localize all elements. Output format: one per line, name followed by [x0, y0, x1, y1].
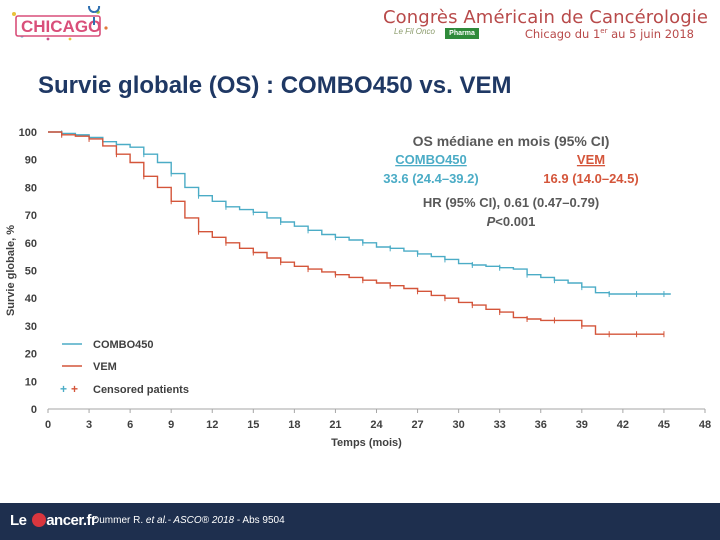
legend-censor-vem-icon: + [71, 382, 78, 396]
x-tick-label: 18 [288, 419, 300, 431]
chicago-logo: CHICAGO [8, 1, 110, 42]
y-tick-label: 60 [25, 238, 37, 250]
ref-authors: Dummer R. [92, 515, 146, 526]
footer-reference: Dummer R. et al.- ASCO® 2018 - Abs 9504 [92, 515, 285, 526]
chart-annotations: OS médiane en mois (95% CI) COMBO450 33.6 … [383, 133, 638, 229]
x-tick-label: 27 [411, 419, 423, 431]
legend-label-combo450: COMBO450 [93, 339, 154, 351]
y-tick-label: 40 [25, 293, 37, 305]
logo-dot-icon [32, 513, 47, 527]
legend-label-vem: VEM [93, 361, 117, 373]
x-tick-label: 12 [206, 419, 218, 431]
pharma-badge: Pharma [445, 28, 479, 39]
slide-title: Survie globale (OS) : COMBO450 vs. VEM [38, 72, 512, 99]
annotation-vem-label: VEM [577, 152, 605, 167]
x-tick-label: 24 [370, 419, 383, 431]
pharma-tag: Le Fil Onco [394, 27, 435, 36]
annotation-header: OS médiane en mois (95% CI) [413, 133, 610, 149]
x-tick-label: 3 [86, 419, 92, 431]
annotation-vem-value: 16.9 (14.0–24.5) [543, 171, 638, 186]
x-tick-label: 21 [329, 419, 341, 431]
y-tick-label: 90 [25, 155, 37, 167]
legend-label-censored: Censored patients [93, 384, 189, 396]
y-tick-label: 100 [19, 127, 37, 139]
footer-logo-left: Le [10, 512, 31, 529]
series-line-combo450 [48, 131, 671, 295]
y-tick-label: 30 [25, 321, 37, 333]
congress-dates: Chicago du 1er au 5 juin 2018 [525, 27, 694, 41]
x-tick-label: 15 [247, 419, 259, 431]
annotation-combo-label: COMBO450 [395, 152, 467, 167]
ref-etal: et al. [145, 515, 168, 526]
footer-logo-right: ancer.fr [46, 512, 97, 529]
chart-series [48, 130, 671, 338]
chart-axes: 0 3 6 9 12 15 18 21 24 27 30 33 36 39 42 45 480102030405… [5, 127, 711, 449]
dates-post: au 5 juin 2018 [607, 27, 694, 41]
x-tick-label: 45 [658, 419, 670, 431]
annotation-combo-value: 33.6 (24.4–39.2) [383, 171, 478, 186]
congress-title: Congrès Américain de Cancérologie [383, 7, 709, 28]
ref-conf: - ASCO® 2018 [167, 515, 235, 526]
y-tick-label: 20 [25, 349, 37, 361]
footer: Le ancer.fr Dummer R. et al.- ASCO® 2018… [0, 503, 720, 540]
x-tick-label: 9 [168, 419, 174, 431]
x-tick-label: 33 [494, 419, 506, 431]
dates-pre: Chicago du 1 [524, 27, 601, 41]
x-axis-label: Temps (mois) [331, 437, 402, 449]
y-tick-label: 70 [25, 210, 37, 222]
y-tick-label: 0 [31, 404, 37, 416]
legend-censor-combo-icon: + [60, 382, 67, 396]
lecancer-logo: Le ancer.fr [10, 512, 97, 529]
logo-text: CHICAGO [21, 17, 101, 36]
x-tick-label: 30 [453, 419, 465, 431]
annotation-hr: HR (95% CI), 0.61 (0.47–0.79) [423, 195, 599, 210]
annotation-p-value: P<0.001 [487, 214, 536, 229]
x-tick-label: 36 [535, 419, 547, 431]
x-tick-label: 48 [699, 419, 711, 431]
y-tick-label: 10 [25, 376, 37, 388]
y-tick-label: 80 [25, 182, 37, 194]
x-tick-label: 6 [127, 419, 133, 431]
y-tick-label: 50 [25, 266, 37, 278]
dates-sup: er [600, 27, 608, 36]
x-tick-label: 39 [576, 419, 588, 431]
x-tick-label: 42 [617, 419, 629, 431]
ref-abs: - Abs 9504 [234, 515, 285, 526]
x-tick-label: 0 [45, 419, 51, 431]
chart-legend: COMBO450 VEM + + Censored patients [60, 339, 189, 396]
os-chart: 0 3 6 9 12 15 18 21 24 27 30 33 36 39 42 45 480102030405… [5, 127, 711, 449]
y-axis-label: Survie globale, % [5, 225, 17, 316]
series-line-vem [48, 131, 664, 335]
header: CHICAGO Congrès Américain de Cancérologi… [0, 0, 720, 46]
